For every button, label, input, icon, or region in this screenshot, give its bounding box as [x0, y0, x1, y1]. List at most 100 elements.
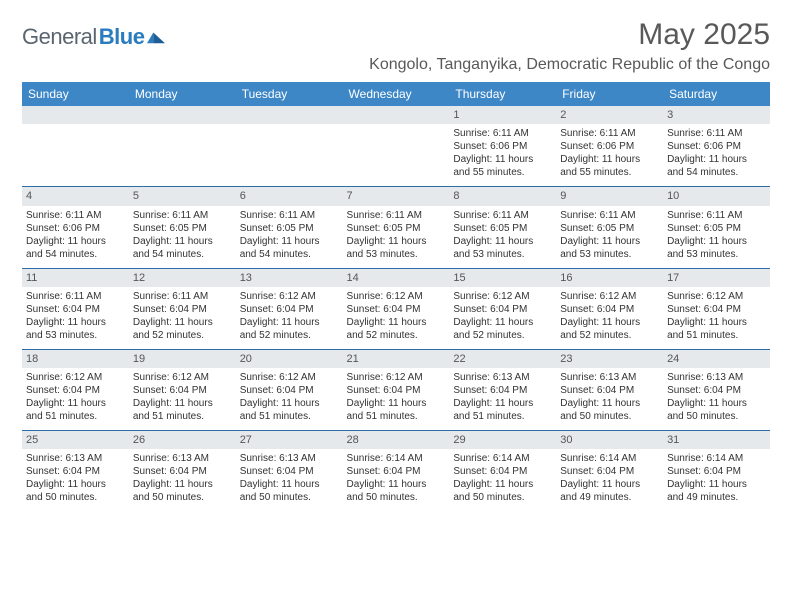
day-number: 1	[449, 106, 556, 124]
day-number: 25	[22, 431, 129, 449]
day-content: Sunrise: 6:14 AMSunset: 6:04 PMDaylight:…	[556, 449, 663, 511]
day-content: Sunrise: 6:14 AMSunset: 6:04 PMDaylight:…	[449, 449, 556, 511]
logo-text-general: General	[22, 24, 97, 50]
sunrise-text: Sunrise: 6:11 AM	[560, 209, 659, 222]
day-number: 13	[236, 269, 343, 287]
day-content: Sunrise: 6:11 AMSunset: 6:06 PMDaylight:…	[663, 124, 770, 186]
weekday-header-row: Sunday Monday Tuesday Wednesday Thursday…	[22, 82, 770, 106]
sunset-text: Sunset: 6:04 PM	[453, 384, 552, 397]
day-content: Sunrise: 6:11 AMSunset: 6:04 PMDaylight:…	[129, 287, 236, 349]
calendar-day-cell: 23Sunrise: 6:13 AMSunset: 6:04 PMDayligh…	[556, 349, 663, 430]
sunset-text: Sunset: 6:05 PM	[240, 222, 339, 235]
sunrise-text: Sunrise: 6:12 AM	[560, 290, 659, 303]
sunset-text: Sunset: 6:04 PM	[347, 465, 446, 478]
day-number: 6	[236, 187, 343, 205]
calendar-day-cell: 22Sunrise: 6:13 AMSunset: 6:04 PMDayligh…	[449, 349, 556, 430]
sunset-text: Sunset: 6:06 PM	[667, 140, 766, 153]
day-content: Sunrise: 6:13 AMSunset: 6:04 PMDaylight:…	[22, 449, 129, 511]
sunrise-text: Sunrise: 6:14 AM	[453, 452, 552, 465]
day-content: Sunrise: 6:12 AMSunset: 6:04 PMDaylight:…	[343, 287, 450, 349]
daylight-text: Daylight: 11 hours and 53 minutes.	[453, 235, 552, 261]
logo: GeneralBlue	[22, 24, 165, 50]
day-content: Sunrise: 6:11 AMSunset: 6:05 PMDaylight:…	[236, 206, 343, 268]
day-number: 15	[449, 269, 556, 287]
sunset-text: Sunset: 6:04 PM	[453, 303, 552, 316]
day-content	[129, 124, 236, 186]
day-content: Sunrise: 6:11 AMSunset: 6:05 PMDaylight:…	[343, 206, 450, 268]
calendar-week-row: 25Sunrise: 6:13 AMSunset: 6:04 PMDayligh…	[22, 431, 770, 512]
daylight-text: Daylight: 11 hours and 51 minutes.	[26, 397, 125, 423]
calendar-day-cell: 18Sunrise: 6:12 AMSunset: 6:04 PMDayligh…	[22, 349, 129, 430]
sunrise-text: Sunrise: 6:12 AM	[240, 371, 339, 384]
sunset-text: Sunset: 6:05 PM	[347, 222, 446, 235]
calendar-week-row: 1Sunrise: 6:11 AMSunset: 6:06 PMDaylight…	[22, 106, 770, 187]
calendar-day-cell: 17Sunrise: 6:12 AMSunset: 6:04 PMDayligh…	[663, 268, 770, 349]
daylight-text: Daylight: 11 hours and 52 minutes.	[453, 316, 552, 342]
calendar-week-row: 4Sunrise: 6:11 AMSunset: 6:06 PMDaylight…	[22, 187, 770, 268]
sunrise-text: Sunrise: 6:13 AM	[667, 371, 766, 384]
sunrise-text: Sunrise: 6:11 AM	[453, 127, 552, 140]
logo-mark-icon	[147, 30, 165, 44]
sunrise-text: Sunrise: 6:12 AM	[453, 290, 552, 303]
calendar-day-cell: 8Sunrise: 6:11 AMSunset: 6:05 PMDaylight…	[449, 187, 556, 268]
day-number: 19	[129, 350, 236, 368]
calendar-day-cell: 14Sunrise: 6:12 AMSunset: 6:04 PMDayligh…	[343, 268, 450, 349]
daylight-text: Daylight: 11 hours and 51 minutes.	[453, 397, 552, 423]
day-number: 3	[663, 106, 770, 124]
day-content: Sunrise: 6:11 AMSunset: 6:05 PMDaylight:…	[663, 206, 770, 268]
day-number: 23	[556, 350, 663, 368]
day-number: 20	[236, 350, 343, 368]
daylight-text: Daylight: 11 hours and 49 minutes.	[667, 478, 766, 504]
day-content: Sunrise: 6:11 AMSunset: 6:06 PMDaylight:…	[556, 124, 663, 186]
sunset-text: Sunset: 6:06 PM	[453, 140, 552, 153]
calendar-day-cell: 9Sunrise: 6:11 AMSunset: 6:05 PMDaylight…	[556, 187, 663, 268]
weekday-header: Monday	[129, 82, 236, 106]
sunset-text: Sunset: 6:04 PM	[133, 384, 232, 397]
day-content: Sunrise: 6:13 AMSunset: 6:04 PMDaylight:…	[663, 368, 770, 430]
sunrise-text: Sunrise: 6:12 AM	[240, 290, 339, 303]
daylight-text: Daylight: 11 hours and 50 minutes.	[347, 478, 446, 504]
daylight-text: Daylight: 11 hours and 51 minutes.	[240, 397, 339, 423]
day-content: Sunrise: 6:11 AMSunset: 6:04 PMDaylight:…	[22, 287, 129, 349]
sunrise-text: Sunrise: 6:11 AM	[560, 127, 659, 140]
daylight-text: Daylight: 11 hours and 51 minutes.	[667, 316, 766, 342]
day-number	[236, 106, 343, 124]
sunrise-text: Sunrise: 6:12 AM	[667, 290, 766, 303]
day-number: 5	[129, 187, 236, 205]
location-subtitle: Kongolo, Tanganyika, Democratic Republic…	[369, 56, 770, 74]
day-number: 22	[449, 350, 556, 368]
day-number: 12	[129, 269, 236, 287]
day-number: 2	[556, 106, 663, 124]
day-content: Sunrise: 6:12 AMSunset: 6:04 PMDaylight:…	[22, 368, 129, 430]
day-content: Sunrise: 6:12 AMSunset: 6:04 PMDaylight:…	[236, 287, 343, 349]
calendar-day-cell: 10Sunrise: 6:11 AMSunset: 6:05 PMDayligh…	[663, 187, 770, 268]
sunrise-text: Sunrise: 6:11 AM	[667, 209, 766, 222]
weekday-header: Thursday	[449, 82, 556, 106]
day-content: Sunrise: 6:13 AMSunset: 6:04 PMDaylight:…	[236, 449, 343, 511]
calendar-day-cell: 12Sunrise: 6:11 AMSunset: 6:04 PMDayligh…	[129, 268, 236, 349]
sunset-text: Sunset: 6:04 PM	[560, 465, 659, 478]
calendar-day-cell: 4Sunrise: 6:11 AMSunset: 6:06 PMDaylight…	[22, 187, 129, 268]
calendar-day-cell: 31Sunrise: 6:14 AMSunset: 6:04 PMDayligh…	[663, 431, 770, 512]
calendar-day-cell	[22, 106, 129, 187]
sunrise-text: Sunrise: 6:12 AM	[347, 290, 446, 303]
day-number	[22, 106, 129, 124]
calendar-week-row: 11Sunrise: 6:11 AMSunset: 6:04 PMDayligh…	[22, 268, 770, 349]
sunrise-text: Sunrise: 6:14 AM	[560, 452, 659, 465]
daylight-text: Daylight: 11 hours and 54 minutes.	[26, 235, 125, 261]
sunrise-text: Sunrise: 6:13 AM	[560, 371, 659, 384]
sunrise-text: Sunrise: 6:12 AM	[133, 371, 232, 384]
daylight-text: Daylight: 11 hours and 50 minutes.	[667, 397, 766, 423]
daylight-text: Daylight: 11 hours and 55 minutes.	[453, 153, 552, 179]
daylight-text: Daylight: 11 hours and 52 minutes.	[240, 316, 339, 342]
logo-text-blue: Blue	[99, 24, 145, 50]
calendar-day-cell: 19Sunrise: 6:12 AMSunset: 6:04 PMDayligh…	[129, 349, 236, 430]
calendar-day-cell: 26Sunrise: 6:13 AMSunset: 6:04 PMDayligh…	[129, 431, 236, 512]
day-content	[236, 124, 343, 186]
day-number: 4	[22, 187, 129, 205]
day-content: Sunrise: 6:13 AMSunset: 6:04 PMDaylight:…	[449, 368, 556, 430]
calendar-day-cell: 13Sunrise: 6:12 AMSunset: 6:04 PMDayligh…	[236, 268, 343, 349]
daylight-text: Daylight: 11 hours and 54 minutes.	[133, 235, 232, 261]
daylight-text: Daylight: 11 hours and 50 minutes.	[133, 478, 232, 504]
sunset-text: Sunset: 6:04 PM	[560, 384, 659, 397]
